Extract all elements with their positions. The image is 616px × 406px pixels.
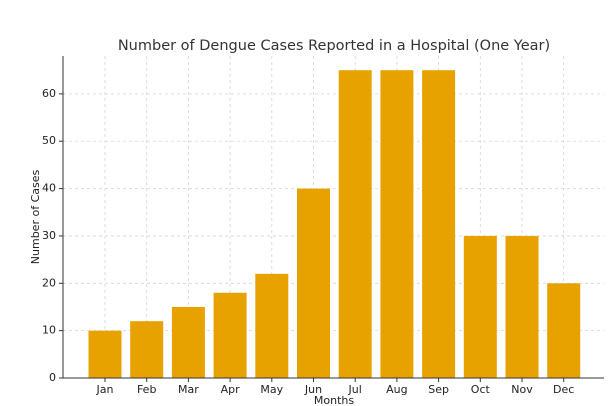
x-tick-label: Jun <box>304 383 322 396</box>
y-axis-label: Number of Cases <box>29 170 42 265</box>
x-tick-label: Jul <box>348 383 362 396</box>
bar-jul <box>338 70 372 379</box>
y-tick-label: 60 <box>42 87 56 100</box>
x-tick-label: Jan <box>96 383 114 396</box>
x-tick-label: Mar <box>178 383 199 396</box>
bar-jan <box>88 330 122 378</box>
y-tick-label: 20 <box>42 276 56 289</box>
axes <box>62 56 604 379</box>
x-tick-label: Dec <box>553 383 574 396</box>
bar-mar <box>171 306 205 378</box>
y-axis-ticks: 0 10 20 30 40 50 60 <box>42 87 63 384</box>
bar-aug <box>380 70 414 379</box>
bar-apr <box>213 292 247 378</box>
bars <box>88 70 581 379</box>
y-tick-label: 0 <box>49 371 56 384</box>
x-axis-label: Months <box>314 394 354 406</box>
bar-oct <box>463 235 497 378</box>
x-tick-label: Sep <box>428 383 449 396</box>
x-tick-label: Nov <box>511 383 533 396</box>
y-tick-label: 30 <box>42 229 56 242</box>
bar-feb <box>130 321 164 378</box>
x-tick-label: Oct <box>471 383 491 396</box>
x-tick-label: Apr <box>221 383 241 396</box>
x-axis-ticks: Jan Feb Mar Apr May Jun Jul Aug Sep Oct Nov Dec <box>96 378 574 396</box>
y-tick-label: 10 <box>42 324 56 337</box>
bar-sep <box>422 70 456 379</box>
y-tick-label: 50 <box>42 134 56 147</box>
bar-may <box>255 273 289 378</box>
bar-jun <box>297 188 330 378</box>
x-tick-label: Feb <box>137 383 156 396</box>
x-tick-label: Aug <box>386 383 407 396</box>
x-tick-label: May <box>260 383 283 396</box>
bar-nov <box>505 235 539 378</box>
y-tick-label: 40 <box>42 182 56 195</box>
chart-title: Number of Dengue Cases Reported in a Hos… <box>118 38 550 54</box>
bar-dec <box>547 283 581 378</box>
